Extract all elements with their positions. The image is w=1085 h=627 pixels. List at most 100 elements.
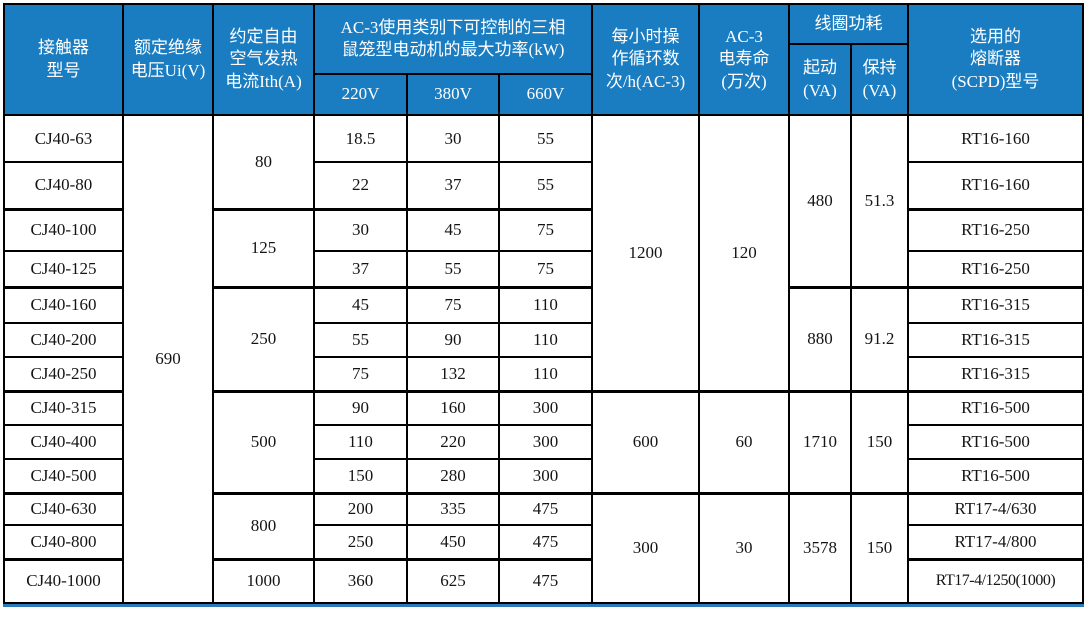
cell-power-380v: 90 — [406, 322, 500, 358]
spacer-cell — [406, 602, 500, 607]
table-row: CJ40-315 500 90 160 300 600 60 1710 150 … — [3, 389, 1084, 494]
cell-fuse: RT16-250 — [907, 207, 1084, 252]
table-row: CJ40-200 55 90 110 RT16-315 — [3, 322, 1084, 358]
cell-fuse: RT16-315 — [907, 322, 1084, 358]
cell-ith: 250 — [212, 285, 315, 392]
cell-power-220v: 55 — [313, 322, 408, 358]
cell-power-220v: 22 — [313, 161, 408, 210]
spacer-cell — [122, 602, 214, 607]
cell-coil-hold: 51.3 — [850, 114, 909, 288]
spacer-cell — [498, 602, 593, 607]
cell-power-380v: 30 — [406, 114, 500, 163]
cell-coil-hold: 150 — [850, 491, 909, 604]
cell-power-380v: 160 — [406, 389, 500, 426]
cell-power-220v: 45 — [313, 285, 408, 324]
cell-power-220v: 37 — [313, 250, 408, 288]
cell-fuse: RT16-160 — [907, 114, 1084, 163]
cell-coil-start: 880 — [788, 285, 852, 392]
cell-fuse: RT17-4/630 — [907, 491, 1084, 526]
cell-model: CJ40-630 — [3, 491, 124, 526]
col-header-cycles: 每小时操 作循环数 次/h(AC-3) — [591, 3, 700, 116]
cell-life: 30 — [698, 491, 790, 604]
cell-fuse: RT16-250 — [907, 250, 1084, 288]
cell-coil-start: 3578 — [788, 491, 852, 604]
cell-life: 60 — [698, 389, 790, 494]
contactor-spec-table: 接触器 型号 额定绝缘 电压Ui(V) 约定自由 空气发热 电流Ith(A) A… — [3, 3, 1084, 607]
col-header-voltage: 额定绝缘 电压Ui(V) — [122, 3, 214, 116]
cell-fuse: RT16-160 — [907, 161, 1084, 210]
cell-power-660v: 55 — [498, 114, 593, 163]
col-header-380v: 380V — [406, 73, 500, 116]
cell-power-660v: 300 — [498, 458, 593, 494]
col-header-coil-hold: 保持 (VA) — [850, 43, 909, 116]
cell-power-660v: 110 — [498, 285, 593, 324]
table-body: CJ40-63 690 80 18.5 30 55 1200 120 480 5… — [3, 114, 1084, 607]
cell-ith: 1000 — [212, 557, 315, 604]
spacer-cell — [788, 602, 852, 607]
cell-power-380v: 220 — [406, 424, 500, 460]
cell-model: CJ40-1000 — [3, 557, 124, 604]
cell-model: CJ40-500 — [3, 458, 124, 494]
table-row: CJ40-250 75 132 110 RT16-315 — [3, 356, 1084, 392]
col-header-220v: 220V — [313, 73, 408, 116]
spacer-cell — [850, 602, 909, 607]
cell-fuse: RT16-315 — [907, 285, 1084, 324]
cell-fuse: RT16-315 — [907, 356, 1084, 392]
cell-model: CJ40-800 — [3, 524, 124, 560]
cell-life: 120 — [698, 114, 790, 392]
cell-power-220v: 18.5 — [313, 114, 408, 163]
cell-model: CJ40-160 — [3, 285, 124, 324]
cell-power-660v: 75 — [498, 250, 593, 288]
cell-power-660v: 475 — [498, 557, 593, 604]
table-row: CJ40-630 800 200 335 475 300 30 3578 150… — [3, 491, 1084, 604]
table-row: CJ40-160 250 45 75 110 880 91.2 RT16-315 — [3, 285, 1084, 392]
table-row: CJ40-100 125 30 45 75 RT16-250 — [3, 207, 1084, 288]
table-header: 接触器 型号 额定绝缘 电压Ui(V) 约定自由 空气发热 电流Ith(A) A… — [3, 3, 1084, 116]
col-header-ith: 约定自由 空气发热 电流Ith(A) — [212, 3, 315, 116]
cell-model: CJ40-80 — [3, 161, 124, 210]
cell-fuse: RT16-500 — [907, 458, 1084, 494]
cell-power-660v: 110 — [498, 356, 593, 392]
cell-power-660v: 300 — [498, 389, 593, 426]
cell-power-380v: 132 — [406, 356, 500, 392]
cell-model: CJ40-400 — [3, 424, 124, 460]
table-bottom-spacer — [3, 602, 1084, 607]
cell-model: CJ40-315 — [3, 389, 124, 426]
cell-cycles: 300 — [591, 491, 700, 604]
cell-power-220v: 200 — [313, 491, 408, 526]
cell-model: CJ40-100 — [3, 207, 124, 252]
spacer-cell — [212, 602, 315, 607]
cell-fuse: RT16-500 — [907, 424, 1084, 460]
cell-power-660v: 300 — [498, 424, 593, 460]
cell-model: CJ40-63 — [3, 114, 124, 163]
cell-power-380v: 37 — [406, 161, 500, 210]
cell-model: CJ40-125 — [3, 250, 124, 288]
cell-power-380v: 625 — [406, 557, 500, 604]
cell-cycles: 1200 — [591, 114, 700, 392]
table-row: CJ40-800 250 450 475 RT17-4/800 — [3, 524, 1084, 560]
cell-power-660v: 110 — [498, 322, 593, 358]
cell-coil-hold: 150 — [850, 389, 909, 494]
cell-ith: 125 — [212, 207, 315, 288]
cell-power-380v: 75 — [406, 285, 500, 324]
cell-fuse: RT16-500 — [907, 389, 1084, 426]
col-header-power-group: AC-3使用类别下可控制的三相 鼠笼型电动机的最大功率(kW) — [313, 3, 593, 75]
cell-fuse: RT17-4/800 — [907, 524, 1084, 560]
cell-model: CJ40-250 — [3, 356, 124, 392]
spacer-cell — [591, 602, 700, 607]
spacer-cell — [313, 602, 408, 607]
cell-power-660v: 55 — [498, 161, 593, 210]
table-row: CJ40-125 37 55 75 RT16-250 — [3, 250, 1084, 288]
cell-power-220v: 110 — [313, 424, 408, 460]
cell-power-220v: 150 — [313, 458, 408, 494]
cell-power-660v: 475 — [498, 524, 593, 560]
col-header-660v: 660V — [498, 73, 593, 116]
table-row: CJ40-63 690 80 18.5 30 55 1200 120 480 5… — [3, 114, 1084, 604]
cell-ith: 80 — [212, 114, 315, 210]
cell-power-380v: 45 — [406, 207, 500, 252]
cell-power-380v: 55 — [406, 250, 500, 288]
cell-power-220v: 250 — [313, 524, 408, 560]
cell-coil-hold: 91.2 — [850, 285, 909, 392]
spacer-cell — [907, 602, 1084, 607]
